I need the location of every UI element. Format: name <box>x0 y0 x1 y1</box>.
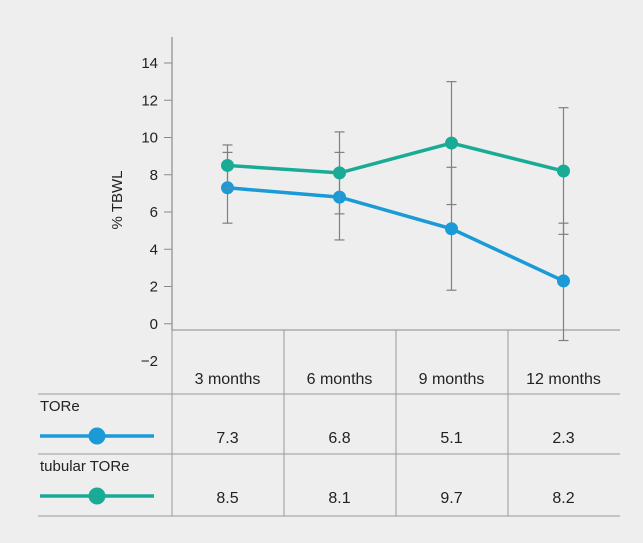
y-tick-label: 6 <box>150 204 158 221</box>
value-cell: 5.1 <box>440 430 462 447</box>
y-tick-label: 10 <box>141 130 158 147</box>
data-table: TORe 7.3 6.8 5.1 2.3 tubular TORe 8.5 8.1 9.7 8.2 <box>40 398 575 507</box>
data-point <box>557 164 570 178</box>
legend-marker <box>88 427 106 445</box>
y-tick-label: 8 <box>150 167 158 184</box>
category-label: 6 months <box>307 371 373 388</box>
plot-area <box>221 81 570 342</box>
value-cell: 7.3 <box>216 430 238 447</box>
series-tore <box>221 151 570 342</box>
series-line <box>227 186 565 283</box>
value-cell: 9.7 <box>440 490 462 507</box>
value-cell: 8.1 <box>328 490 350 507</box>
y-axis-label: % TBWL <box>109 171 126 230</box>
series-name-label: tubular TORe <box>40 458 130 475</box>
value-cell: 8.5 <box>216 490 238 507</box>
axes <box>171 37 620 331</box>
y-tick-label: −2 <box>141 353 158 370</box>
data-point <box>445 136 458 150</box>
category-labels: 3 months 6 months 9 months 12 months <box>195 371 601 388</box>
value-cell: 6.8 <box>328 430 350 447</box>
data-point <box>445 222 458 236</box>
series-name-label: TORe <box>40 398 80 415</box>
y-tick-label: 12 <box>141 92 158 109</box>
category-label: 9 months <box>419 371 485 388</box>
y-tick-label: 4 <box>150 241 158 258</box>
data-point <box>333 166 346 180</box>
category-label: 12 months <box>526 371 601 388</box>
data-table-grid <box>38 330 620 517</box>
series-tubular-tore <box>221 81 570 235</box>
y-tick-label: 14 <box>141 55 158 72</box>
y-tick-labels: 14 12 10 8 6 4 2 0 −2 <box>141 55 172 370</box>
data-point <box>557 274 570 288</box>
value-cell: 8.2 <box>552 490 574 507</box>
value-cell: 2.3 <box>552 430 574 447</box>
legend-marker <box>88 487 106 505</box>
series-line <box>227 141 564 175</box>
data-point <box>221 158 234 172</box>
y-tick-label: 2 <box>150 279 158 296</box>
y-tick-label: 0 <box>150 316 158 333</box>
category-label: 3 months <box>195 371 261 388</box>
